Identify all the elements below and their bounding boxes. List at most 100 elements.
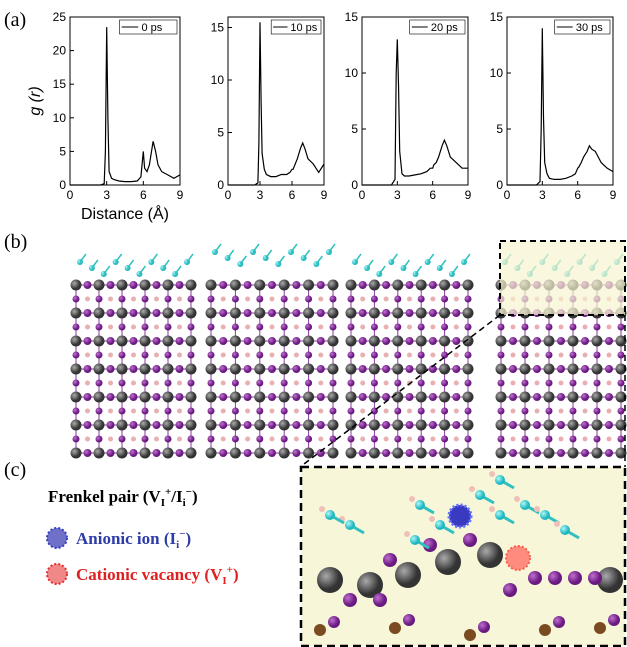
organic: [318, 352, 324, 358]
organic: [407, 436, 412, 442]
anionic-ion-marker: [447, 503, 473, 529]
y-tick-label: 5: [59, 144, 66, 158]
i-atom: [497, 435, 505, 443]
organic: [360, 352, 366, 358]
pb-atom: [392, 391, 404, 403]
pb-atom: [254, 307, 266, 319]
organic: [131, 352, 136, 358]
i-atom: [280, 295, 288, 303]
pb-atom: [439, 447, 451, 459]
h-atom: [469, 486, 475, 492]
i-atom: [417, 295, 425, 303]
pb-atom: [93, 363, 105, 375]
i-atom: [175, 309, 184, 317]
pb-atom: [462, 419, 474, 431]
i-atom: [452, 281, 461, 289]
i-atom: [83, 309, 92, 317]
pb-atom: [162, 419, 174, 431]
i-atom: [382, 421, 391, 429]
pb-atom: [303, 279, 315, 291]
i-atom: [231, 351, 239, 359]
organic: [510, 380, 516, 386]
i-atom: [141, 351, 149, 359]
organic: [293, 324, 299, 330]
pb-atom: [495, 419, 507, 431]
i-atom: [118, 407, 126, 415]
text: Anionic ion (I: [76, 529, 177, 548]
organic: [177, 324, 182, 330]
i-atom: [175, 421, 184, 429]
i-atom: [417, 323, 425, 331]
organic: [177, 296, 182, 302]
i-atom: [605, 449, 613, 457]
h-atom: [489, 506, 495, 512]
organic: [293, 436, 299, 442]
ligand: [345, 520, 355, 530]
h-atom: [489, 471, 495, 477]
legend-box: [119, 19, 178, 35]
i-atom: [175, 337, 184, 345]
panel-label: (a): [4, 9, 26, 31]
pb-atom: [615, 391, 627, 403]
i-atom: [141, 379, 149, 387]
i-atom: [219, 281, 228, 289]
organic: [534, 436, 540, 442]
i-atom: [280, 379, 288, 387]
i-atom: [605, 337, 613, 345]
plot-frame: [69, 16, 181, 186]
pb-atom: [162, 447, 174, 459]
i-atom: [187, 323, 195, 331]
pb-atom: [303, 447, 315, 459]
i-atom: [207, 295, 215, 303]
pb-atom: [116, 419, 128, 431]
pb-atom: [415, 363, 427, 375]
i-atom: [175, 365, 184, 373]
text: Cationic vacancy (V: [76, 565, 223, 584]
i-atom: [441, 379, 449, 387]
pb-atom: [278, 335, 290, 347]
i-atom: [521, 351, 529, 359]
organic: [606, 436, 612, 442]
i-atom: [464, 323, 472, 331]
ligand: [435, 520, 445, 530]
i-atom: [95, 295, 103, 303]
pb-atom: [229, 279, 241, 291]
pb-atom: [205, 391, 217, 403]
ligand: [495, 475, 505, 485]
panel-label: (b): [4, 231, 27, 253]
pb-atom: [543, 363, 555, 375]
i-atom: [243, 393, 252, 401]
pb-atom: [185, 335, 197, 347]
i-atom: [478, 621, 490, 633]
pb-atom: [327, 391, 339, 403]
i-atom: [231, 407, 239, 415]
c-atom: [539, 624, 551, 636]
pb-atom: [591, 391, 603, 403]
x-tick-label: 0: [225, 188, 232, 202]
pb-atom: [205, 419, 217, 431]
text: Frenkel pair (V: [48, 487, 161, 506]
pb-atom: [229, 391, 241, 403]
i-atom: [83, 421, 92, 429]
organic: [453, 296, 459, 302]
i-atom: [509, 421, 517, 429]
i-atom: [405, 281, 414, 289]
organic: [453, 436, 459, 442]
bond: [186, 253, 194, 263]
i-atom: [316, 337, 325, 345]
pb-atom: [439, 335, 451, 347]
pb-atom: [345, 307, 357, 319]
organic: [131, 436, 136, 442]
pb-atom: [415, 279, 427, 291]
i-atom: [141, 407, 149, 415]
organic: [558, 380, 564, 386]
bond: [390, 253, 398, 263]
i-atom: [106, 365, 115, 373]
i-atom: [316, 281, 325, 289]
y-tick-label: 0: [351, 178, 358, 192]
bond: [115, 253, 123, 263]
i-atom: [464, 351, 472, 359]
ligand: [325, 510, 335, 520]
y-tick-label: 0: [59, 178, 66, 192]
